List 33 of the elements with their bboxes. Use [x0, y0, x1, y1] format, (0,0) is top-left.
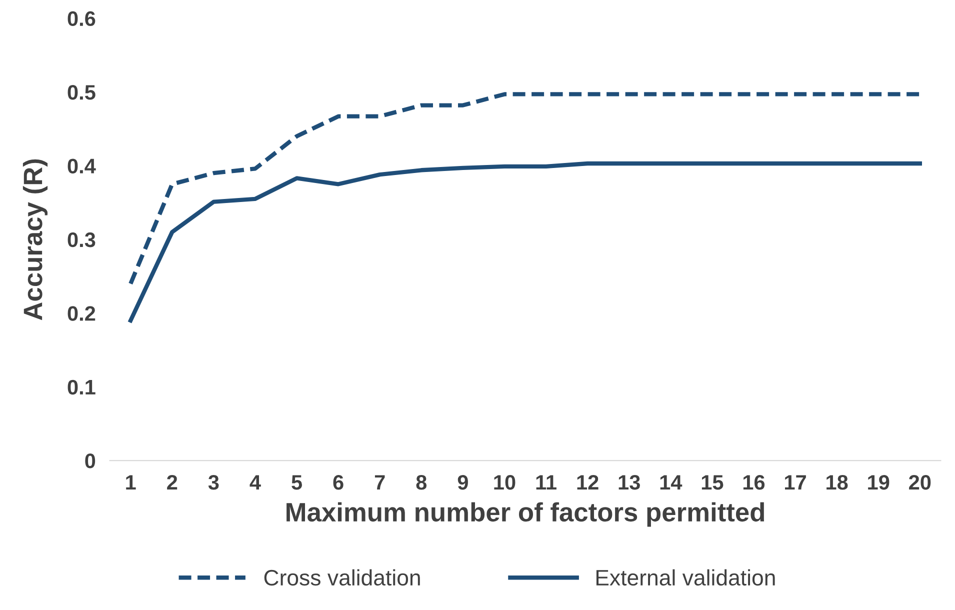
y-tick-label: 0.2	[68, 306, 96, 321]
x-tick-label: 15	[702, 475, 724, 490]
x-axis-title: Maximum number of factors permitted	[286, 502, 764, 527]
legend-label: External validation	[596, 569, 775, 586]
y-tick-label: 0.3	[68, 232, 96, 248]
x-tick-label: 6	[333, 474, 344, 490]
x-tick-label: 7	[374, 475, 385, 490]
y-tick-label: 0.4	[68, 158, 96, 174]
y-tick-label: 0.6	[68, 11, 96, 26]
x-tick-label: 13	[618, 474, 640, 490]
y-axis-title: Accuracy (R)	[22, 159, 48, 320]
x-tick-label: 16	[743, 474, 765, 490]
x-tick-label: 1	[126, 475, 136, 490]
x-tick-label: 5	[292, 475, 302, 490]
line-series	[128, 92, 922, 286]
x-tick-label: 2	[167, 474, 178, 490]
x-tick-label: 4	[250, 475, 261, 490]
x-tick-label: 8	[416, 474, 427, 490]
legend-label: Cross validation	[264, 569, 420, 586]
y-tick-label: 0.5	[68, 85, 96, 100]
x-tick-label: 19	[868, 474, 890, 490]
x-tick-label: 18	[826, 474, 848, 490]
x-tick-label: 17	[785, 475, 806, 490]
x-tick-label: 12	[577, 474, 598, 490]
y-tick-label: 0.1	[68, 380, 96, 395]
x-tick-label: 14	[660, 475, 682, 490]
y-tick-label: 0	[85, 454, 96, 468]
x-tick-label: 11	[536, 475, 556, 490]
x-tick-label: 9	[458, 474, 468, 490]
x-tick-label: 10	[494, 474, 516, 490]
line-series	[128, 161, 922, 323]
x-tick-label: 3	[208, 474, 219, 490]
x-tick-label: 20	[909, 474, 931, 490]
